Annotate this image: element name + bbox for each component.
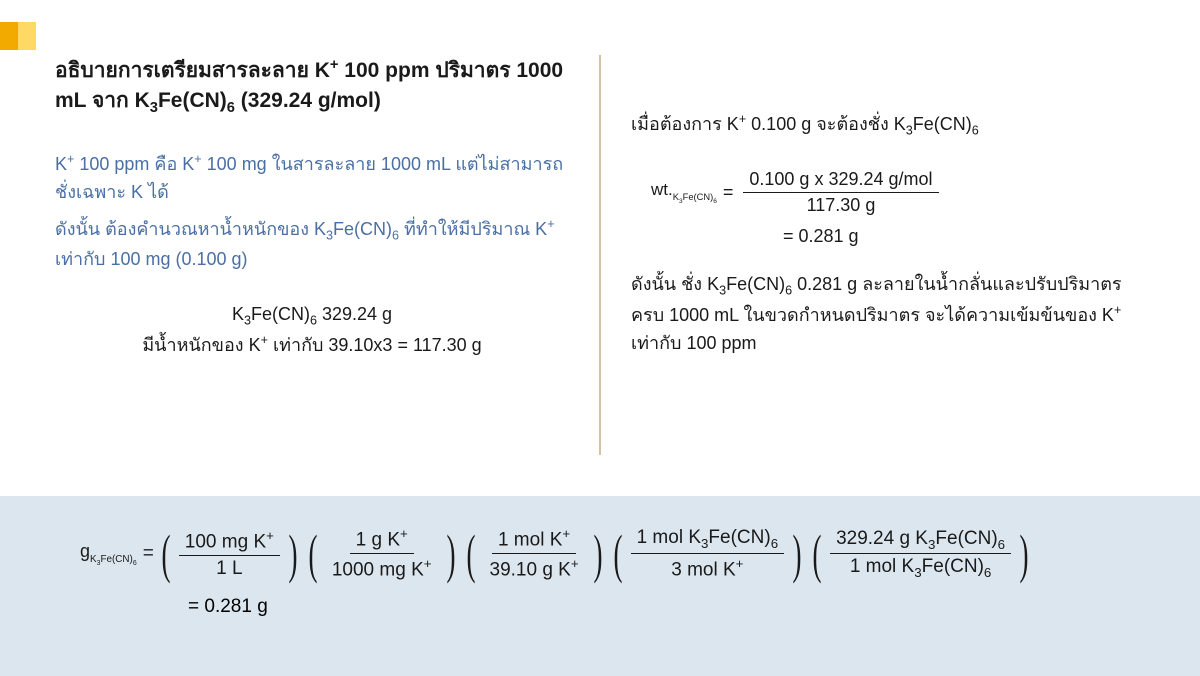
eq-equals: = (723, 182, 734, 203)
k-weight-line: มีน้ำหนักของ K+ เท่ากับ 39.10x3 = 117.30… (55, 330, 569, 360)
factor-denominator: 39.10 g K+ (484, 554, 585, 581)
dim-equals: = (143, 543, 154, 565)
explanation-blue-2: ดังนั้น ต้องคำนวณหาน้ำหนักของ K3Fe(CN)6 … (55, 215, 569, 274)
right-paren: ) (593, 530, 602, 579)
eq-fraction: 0.100 g x 329.24 g/mol 117.30 g (743, 169, 938, 216)
dimensional-analysis-panel: gK3Fe(CN)6 = (100 mg K+1 L)(1 g K+1000 m… (0, 496, 1200, 676)
factor-denominator: 3 mol K+ (665, 554, 749, 581)
left-paren: ( (613, 530, 622, 579)
conversion-factor: (100 mg K+1 L) (157, 528, 302, 580)
dim-lhs: gK3Fe(CN)6 (80, 541, 137, 567)
left-paren: ( (161, 530, 170, 579)
conversion-factor: (1 mol K3Fe(CN)63 mol K+) (609, 527, 806, 581)
factor-denominator: 1000 mg K+ (326, 554, 438, 581)
factor-numerator: 1 mol K+ (492, 526, 576, 554)
factor-fraction: 329.24 g K3Fe(CN)61 mol K3Fe(CN)6 (830, 528, 1011, 581)
eq-result: = 0.281 g (783, 226, 1145, 247)
left-paren: ( (308, 530, 317, 579)
accent-bar-yellow (18, 22, 36, 50)
left-center-block: K3Fe(CN)6 329.24 g มีน้ำหนักของ K+ เท่าก… (55, 300, 569, 361)
eq-lhs: wt.K3Fe(CN)6 (651, 180, 717, 204)
molar-mass-line: K3Fe(CN)6 329.24 g (55, 300, 569, 331)
accent-bar-orange (0, 22, 18, 50)
eq-denominator: 117.30 g (801, 193, 882, 216)
factors-container: (100 mg K+1 L)(1 g K+1000 mg K+)(1 mol K… (156, 526, 1034, 582)
factor-numerator: 1 mol K3Fe(CN)6 (631, 527, 785, 554)
right-paren: ) (288, 530, 297, 579)
right-intro: เมื่อต้องการ K+ 0.100 g จะต้องชั่ง K3Fe(… (631, 110, 1145, 141)
factor-fraction: 1 mol K+39.10 g K+ (484, 526, 585, 582)
right-paren: ) (793, 530, 802, 579)
conversion-factor: (1 mol K+39.10 g K+) (462, 526, 607, 582)
dimensional-equation: gK3Fe(CN)6 = (100 mg K+1 L)(1 g K+1000 m… (80, 526, 1120, 582)
left-paren: ( (813, 530, 822, 579)
eq-numerator: 0.100 g x 329.24 g/mol (743, 169, 938, 193)
factor-denominator: 1 mol K3Fe(CN)6 (844, 554, 998, 580)
title: อธิบายการเตรียมสารละลาย K+ 100 ppm ปริมา… (55, 55, 569, 120)
accent-bar (0, 22, 36, 50)
factor-fraction: 1 g K+1000 mg K+ (326, 526, 438, 582)
factor-fraction: 1 mol K3Fe(CN)63 mol K+ (631, 527, 785, 581)
content-area: อธิบายการเตรียมสารละลาย K+ 100 ppm ปริมา… (55, 55, 1145, 455)
factor-fraction: 100 mg K+1 L (179, 528, 280, 580)
explanation-blue-1: K+ 100 ppm คือ K+ 100 mg ในสารละลาย 1000… (55, 150, 569, 207)
dim-result: = 0.281 g (188, 596, 1120, 618)
factor-numerator: 100 mg K+ (179, 528, 280, 556)
factor-numerator: 1 g K+ (350, 526, 414, 554)
factor-numerator: 329.24 g K3Fe(CN)6 (830, 528, 1011, 555)
right-paren: ) (1020, 530, 1029, 579)
right-paren: ) (446, 530, 455, 579)
factor-denominator: 1 L (210, 556, 248, 580)
right-column: เมื่อต้องการ K+ 0.100 g จะต้องชั่ง K3Fe(… (601, 55, 1145, 455)
left-paren: ( (466, 530, 475, 579)
conversion-factor: (1 g K+1000 mg K+) (304, 526, 460, 582)
right-conclusion: ดังนั้น ชั่ง K3Fe(CN)6 0.281 g ละลายในน้… (631, 271, 1145, 358)
weight-equation: wt.K3Fe(CN)6 = 0.100 g x 329.24 g/mol 11… (651, 169, 1145, 247)
left-column: อธิบายการเตรียมสารละลาย K+ 100 ppm ปริมา… (55, 55, 599, 455)
conversion-factor: (329.24 g K3Fe(CN)61 mol K3Fe(CN)6) (808, 528, 1033, 581)
